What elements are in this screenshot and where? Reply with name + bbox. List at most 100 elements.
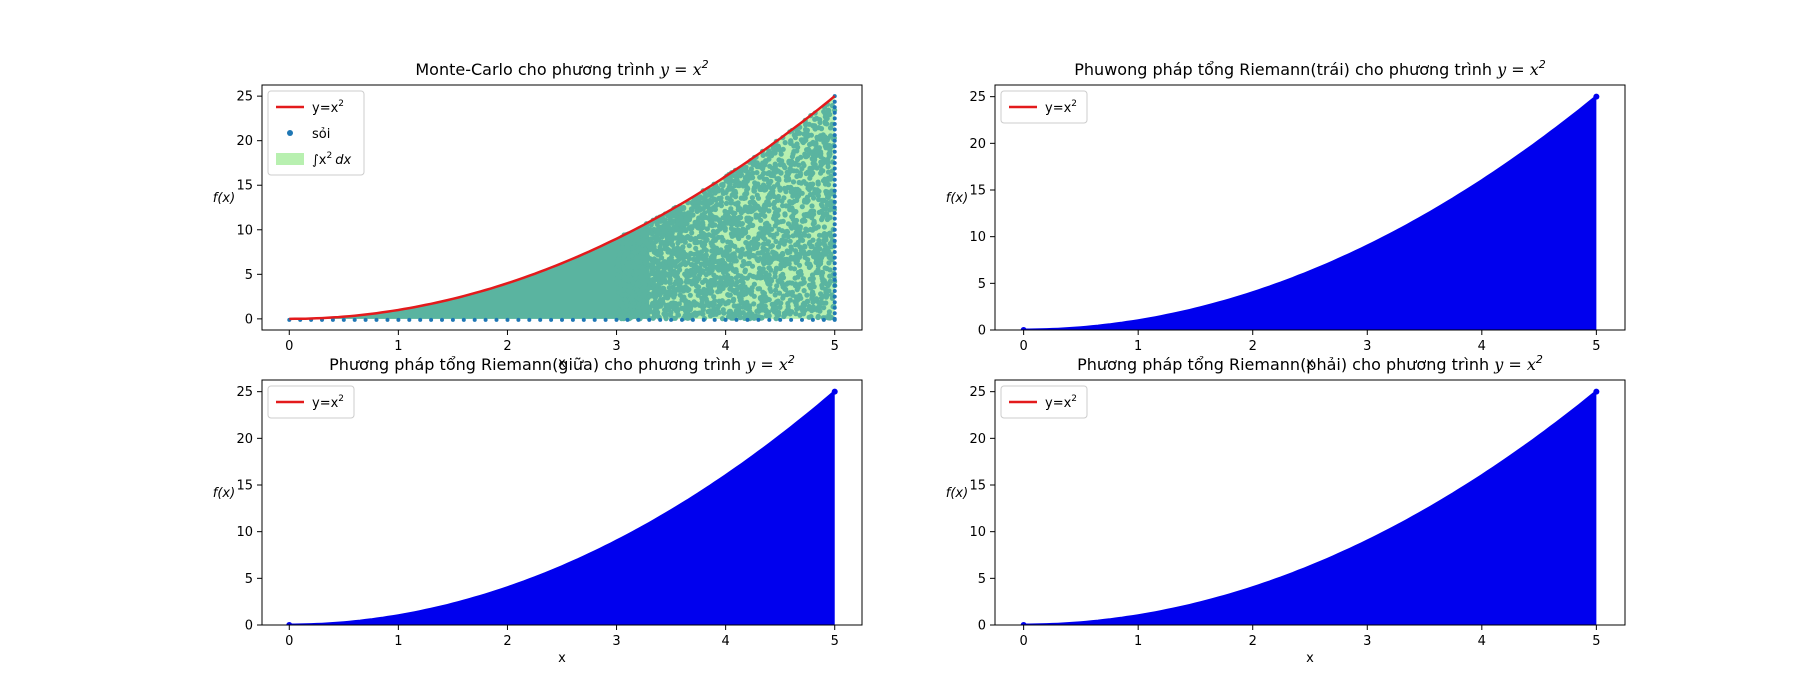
sample-point [716,280,722,286]
sample-point [677,267,683,273]
start-marker [1020,622,1027,625]
sample-point [723,300,729,306]
sample-point [789,154,796,160]
sample-point [780,218,786,224]
sample-point [704,237,710,243]
sample-point [646,306,652,312]
sample-point [801,288,807,294]
title-exponent: 2 [1536,353,1543,366]
sample-point [706,284,712,290]
sample-point [816,232,823,238]
sample-point [812,156,818,162]
sample-point [688,301,695,307]
sample-point [742,261,748,267]
sample-point [810,305,816,311]
sample-point [635,281,641,287]
sample-point [827,241,833,247]
x-tick-label: 2 [1249,339,1257,354]
sample-point [790,179,797,185]
sample-point [800,310,806,316]
sample-point [832,122,837,126]
sample-point [818,159,824,165]
sample-point [759,301,765,307]
sample-point [717,301,724,307]
sample-point [788,184,794,190]
sample-point [603,317,608,322]
sample-point [755,257,761,263]
sample-point [716,284,722,290]
sample-point [675,306,681,313]
sample-point [827,267,833,273]
sample-point [832,99,837,104]
x-axis-label: x [558,356,566,371]
sample-point [685,286,691,292]
sample-point [620,240,626,246]
sample-point [766,148,772,154]
y-tick-label: 0 [978,324,986,339]
sample-point [711,294,717,300]
sample-point [703,252,709,258]
sample-point [640,293,646,299]
y-axis-label: f(x) [946,486,968,501]
sample-point [705,309,711,315]
sample-point [832,289,837,293]
sample-point [625,317,630,322]
sample-point [663,302,669,308]
sample-point [782,140,788,146]
sample-point [723,178,729,184]
sample-point [785,303,791,310]
sample-point [795,162,802,168]
sample-point [765,296,771,302]
sample-point [743,192,749,198]
sample-point [823,157,829,163]
sample-point [616,279,622,285]
sample-point [718,203,725,209]
legend-label: ∫x2 dx [312,151,351,168]
x-tick-label: 4 [721,339,729,354]
sample-point [801,162,807,169]
sample-point [802,218,808,224]
sample-point [827,191,833,197]
sample-point [646,293,652,299]
sample-point [626,241,632,247]
sample-point [832,222,837,227]
sample-point [676,248,682,254]
sample-point [832,305,837,310]
sample-point [760,182,767,188]
sample-point [800,305,807,311]
y-tick-label: 5 [978,277,986,292]
x-tick-label: 3 [1363,339,1371,354]
sample-point [821,224,828,230]
sample-point [616,267,622,274]
sample-point [832,250,837,254]
sample-point [807,263,814,269]
sample-point [824,232,830,238]
sample-point [701,317,706,322]
title-exponent: 2 [702,58,709,71]
x-tick-label: 5 [1592,634,1600,649]
sample-point [483,317,488,322]
sample-point [725,272,731,279]
sample-point [824,121,830,127]
sample-point [710,228,717,234]
sample-point [621,258,627,264]
sample-point [832,116,837,121]
sample-point [791,198,797,204]
sample-point [505,317,510,322]
sample-point [743,229,749,236]
sample-point [673,213,679,219]
y-tick-label: 5 [245,572,253,587]
sample-point [680,234,686,241]
x-tick-label: 0 [1019,339,1027,354]
sample-point [796,262,803,268]
sample-point [627,285,634,291]
sample-point [760,245,766,251]
sample-point [685,210,692,216]
sample-point [769,172,775,178]
sample-point [636,317,641,322]
sample-point [806,314,812,320]
title-text: Phương pháp tổng Riemann(phải) cho phươn… [1077,355,1494,374]
sample-point [668,265,674,271]
sample-point [795,269,802,276]
